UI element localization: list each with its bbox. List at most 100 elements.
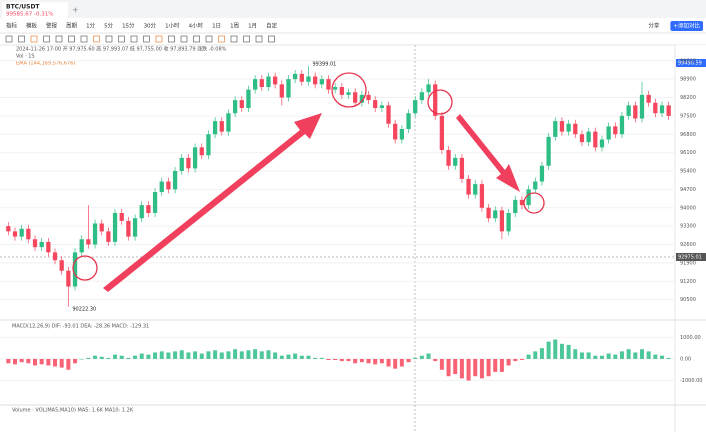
- candle-body: [26, 228, 31, 240]
- tool-icon[interactable]: [193, 35, 200, 43]
- candle-body: [346, 92, 351, 95]
- toolbar-item[interactable]: 周期: [66, 23, 78, 30]
- tool-icon[interactable]: [268, 35, 275, 43]
- tool-icon[interactable]: [180, 35, 188, 43]
- tool-icon[interactable]: [5, 35, 13, 43]
- macd-info: MACD(12,26,9) DIF: -93.01 DEA: -28.36 MA…: [12, 324, 149, 330]
- candle-body: [433, 84, 438, 116]
- macd-bar: [73, 358, 78, 364]
- macd-bar: [339, 358, 344, 362]
- toolbar-item[interactable]: 警报: [46, 22, 58, 30]
- tool-icon[interactable]: [43, 35, 50, 43]
- toolbar-item[interactable]: 1日: [212, 23, 221, 30]
- toolbar-item[interactable]: 1小时: [165, 22, 180, 30]
- candle-body: [513, 199, 518, 213]
- tab[interactable]: [2, 2, 68, 18]
- tool-icon[interactable]: [80, 35, 88, 43]
- toolbar-item[interactable]: 模板: [26, 22, 38, 30]
- macd-bar: [246, 350, 251, 359]
- tool-icon[interactable]: [218, 35, 225, 43]
- toolbar-item[interactable]: 30分: [144, 22, 157, 30]
- candle-body: [506, 213, 511, 232]
- toolbar-item[interactable]: 15分: [122, 22, 135, 30]
- macd-bar: [653, 354, 658, 359]
- tool-icon[interactable]: [30, 35, 38, 43]
- circle-mark: [523, 192, 545, 214]
- macd-bar: [526, 354, 531, 359]
- toolbar-item[interactable]: 自定: [266, 22, 278, 30]
- candle-body: [166, 181, 171, 190]
- tool-icon[interactable]: [118, 35, 125, 43]
- tool-icon[interactable]: [243, 35, 250, 43]
- candle-body: [353, 92, 358, 103]
- tool-icon[interactable]: [93, 35, 100, 43]
- candle-body: [313, 76, 318, 85]
- toolbar-item[interactable]: 1分: [86, 22, 95, 30]
- tool-icon[interactable]: [68, 35, 75, 43]
- macd-bar: [273, 352, 278, 359]
- candle-body: [386, 105, 391, 124]
- toolbar-item[interactable]: 指标: [6, 22, 18, 30]
- candle-body: [499, 210, 505, 232]
- button-bg[interactable]: [670, 21, 703, 31]
- macd-bar: [199, 353, 204, 359]
- candle-body: [633, 105, 638, 119]
- toolbar-item[interactable]: 5分: [104, 22, 113, 30]
- macd-bar: [426, 353, 431, 359]
- macd-bar: [6, 358, 11, 364]
- vol-info: Vol · 1S: [16, 54, 35, 60]
- toolbar-right-item[interactable]: 分享: [648, 22, 660, 30]
- macd-bar: [286, 354, 291, 359]
- candle-body: [393, 123, 398, 140]
- tool-icon[interactable]: [155, 35, 163, 43]
- macd-bar: [413, 357, 418, 359]
- candle-body: [112, 213, 118, 242]
- toolbar-right-item[interactable]: +添加对比: [673, 22, 700, 30]
- macd-bar: [239, 351, 244, 359]
- toolbar-item[interactable]: 4小时: [189, 22, 204, 30]
- candle-body: [226, 113, 231, 132]
- tool-icon[interactable]: [18, 35, 25, 43]
- candle-body: [79, 239, 84, 253]
- tool-icon[interactable]: [55, 35, 63, 43]
- tool-icon[interactable]: [205, 35, 213, 43]
- toolbar-item[interactable]: 1周: [230, 23, 239, 30]
- macd-bar: [546, 341, 551, 359]
- high-label: 99399.01: [312, 62, 336, 68]
- macd-bar: [193, 351, 198, 359]
- candle-body: [366, 94, 371, 101]
- macd-bar: [159, 351, 164, 359]
- tool-icon[interactable]: [143, 35, 150, 43]
- candle-body: [132, 218, 138, 237]
- tool-icon[interactable]: [130, 35, 138, 43]
- candle-body: [179, 157, 184, 171]
- macd-bar: [39, 358, 44, 365]
- candle-body: [59, 260, 64, 271]
- macd-bar: [119, 355, 124, 359]
- toolbar-item[interactable]: 1月: [248, 23, 257, 30]
- macd-bar: [146, 354, 151, 359]
- tab-bar: [0, 0, 706, 18]
- macd-bar: [459, 358, 464, 379]
- candle-body: [39, 241, 44, 248]
- tool-icon[interactable]: [255, 35, 263, 43]
- candle-body: [206, 134, 211, 156]
- macd-bar: [266, 350, 271, 359]
- drawing-tools: [5, 35, 275, 43]
- candle-body: [259, 79, 264, 87]
- candle-body: [593, 131, 598, 148]
- new-tab[interactable]: +: [72, 6, 79, 15]
- macd-bar: [519, 358, 524, 361]
- tool-icon[interactable]: [105, 35, 113, 43]
- candle-body: [539, 165, 545, 182]
- macd-bar: [126, 357, 131, 359]
- candle-body: [319, 79, 324, 85]
- candle-body: [139, 205, 144, 219]
- tool-icon[interactable]: [230, 35, 238, 43]
- candle-body: [546, 136, 551, 166]
- candle-body: [333, 87, 338, 90]
- macd-bar: [359, 358, 364, 363]
- price: 99585.67 -0.31%: [6, 12, 53, 18]
- tool-icon[interactable]: [168, 35, 175, 43]
- macd-bar: [173, 351, 178, 359]
